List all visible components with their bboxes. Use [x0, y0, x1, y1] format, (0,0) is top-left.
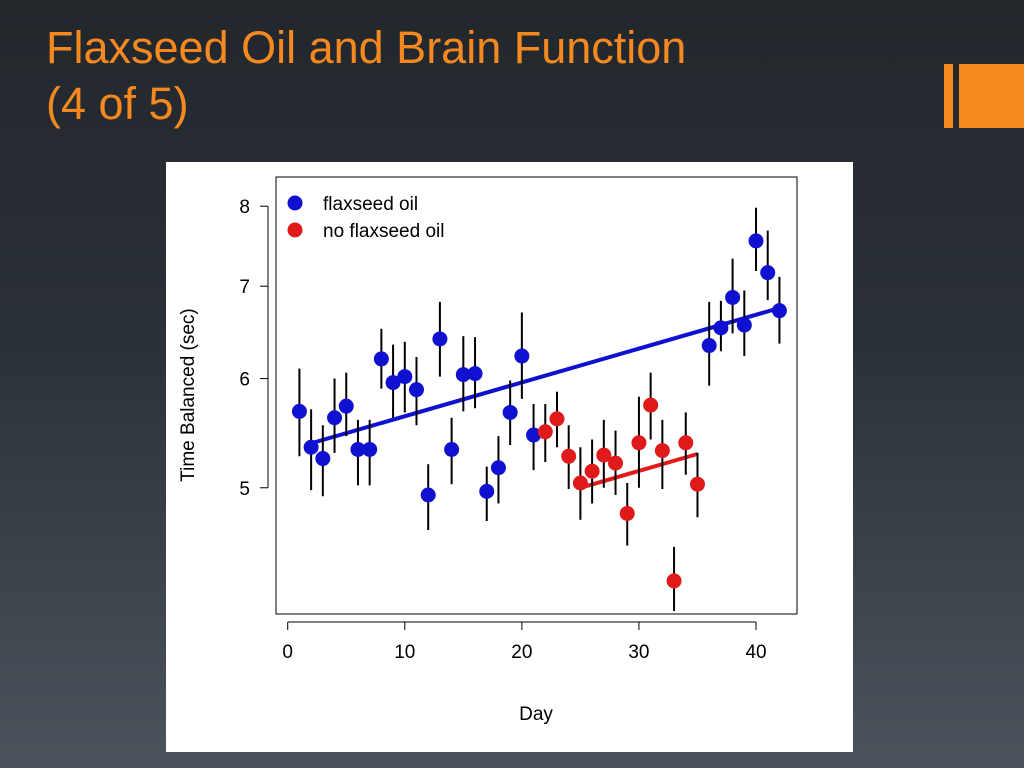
data-point [537, 424, 553, 440]
data-point [561, 448, 577, 464]
y-tick-label: 5 [239, 479, 250, 500]
data-point [315, 451, 331, 467]
data-point [631, 435, 647, 451]
legend-marker [287, 222, 303, 238]
y-tick-label: 6 [239, 370, 250, 391]
slide-title-line-1: Flaxseed Oil and Brain Function [46, 22, 687, 73]
data-point [643, 397, 659, 413]
data-point [572, 475, 588, 491]
data-point [748, 233, 764, 249]
x-axis-label: Day [519, 704, 553, 725]
data-point [490, 460, 506, 476]
legend-label: flaxseed oil [323, 194, 418, 215]
x-tick-label: 40 [745, 642, 766, 663]
plot-frame [275, 176, 798, 615]
y-axis: 5 6 7 8 [239, 197, 269, 500]
data-point [455, 367, 471, 383]
data-point [701, 338, 717, 354]
data-point [432, 331, 448, 347]
data-point [303, 439, 319, 455]
data-point [596, 447, 612, 463]
accent-bar-thin [944, 64, 953, 128]
data-point [420, 487, 436, 503]
data-point [467, 366, 483, 382]
x-tick-label: 20 [511, 642, 532, 663]
legend-label: no flaxseed oil [323, 221, 444, 242]
data-point [725, 289, 741, 305]
data-point [397, 369, 413, 385]
x-tick-label: 30 [628, 642, 649, 663]
data-point [373, 351, 389, 367]
data-point [444, 441, 460, 457]
data-point [678, 435, 694, 451]
trend-line [304, 306, 780, 447]
scatter-chart: 0 10 20 30 40 5 6 7 8 Day Time Balanced (sec) f… [178, 176, 798, 725]
data-point [338, 398, 354, 414]
data-point [291, 403, 307, 419]
data-points [291, 207, 787, 612]
x-axis: 0 10 20 30 40 [282, 621, 767, 663]
y-tick-label: 7 [239, 277, 250, 298]
data-point [327, 410, 343, 426]
legend: flaxseed oil no flaxseed oil [287, 194, 444, 242]
data-point [350, 441, 366, 457]
data-point [619, 505, 635, 521]
x-tick-label: 0 [282, 642, 293, 663]
data-point [549, 411, 565, 427]
data-point [736, 317, 752, 333]
accent-bar-wide [959, 64, 1024, 128]
data-point [666, 573, 682, 589]
legend-marker [287, 195, 303, 211]
data-point [584, 463, 600, 479]
data-point [385, 375, 401, 391]
data-point [654, 443, 670, 459]
x-tick-label: 10 [394, 642, 415, 663]
data-point [408, 382, 424, 398]
data-point [502, 404, 518, 420]
y-axis-label: Time Balanced (sec) [178, 308, 199, 482]
data-point [362, 441, 378, 457]
data-point [526, 427, 542, 443]
data-point [713, 320, 729, 336]
chart-panel: 0 10 20 30 40 5 6 7 8 Day Time Balanced (sec) f… [166, 162, 853, 752]
data-point [689, 476, 705, 492]
data-point [608, 455, 624, 471]
slide-title: Flaxseed Oil and Brain Function (4 of 5) [46, 20, 906, 132]
y-tick-label: 8 [239, 197, 250, 218]
data-point [760, 265, 776, 281]
accent-bars-decoration [944, 64, 1024, 128]
data-point [479, 483, 495, 499]
data-point [771, 303, 787, 319]
slide-title-line-2: (4 of 5) [46, 78, 189, 129]
data-point [514, 348, 530, 364]
